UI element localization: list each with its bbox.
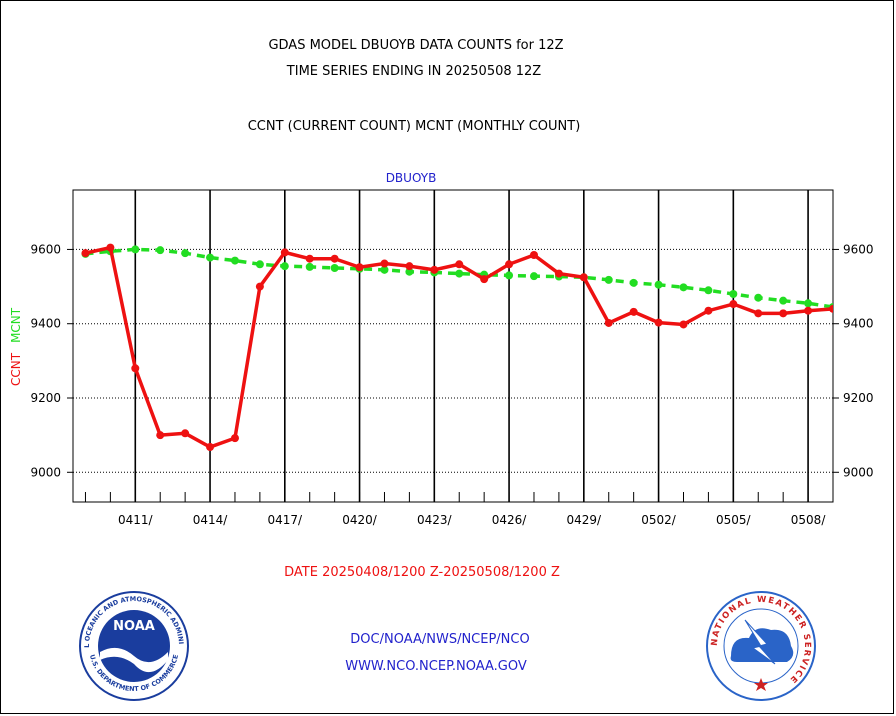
mcnt-series-point <box>405 267 414 276</box>
ccnt-series-point <box>355 263 364 272</box>
y-axis-label: CCNT MCNT <box>9 307 23 386</box>
ccnt-series-point <box>579 273 588 282</box>
y-tick-label-left: 9600 <box>30 242 61 256</box>
x-tick-label: 0420/ <box>342 513 378 527</box>
ccnt-series-point <box>131 364 140 373</box>
ccnt-series-point <box>380 259 389 268</box>
noaa-logo: NATIONAL OCEANIC AND ATMOSPHERIC ADMINIS… <box>78 590 189 701</box>
ccnt-series-point <box>181 429 190 438</box>
chart-title-line1: GDAS MODEL DBUOYB DATA COUNTS for 12Z <box>268 38 564 53</box>
mcnt-series-point <box>679 283 688 292</box>
mcnt-series-point <box>779 296 788 305</box>
ccnt-series-point <box>529 251 538 259</box>
plot-area <box>72 189 834 503</box>
ccnt-series-point <box>554 269 563 278</box>
chart-subtitle: CCNT (CURRENT COUNT) MCNT (MONTHLY COUNT… <box>247 119 581 134</box>
ccnt-series-point <box>604 318 613 327</box>
ccnt-series-point <box>106 243 115 252</box>
x-tick-label: 0429/ <box>567 513 603 527</box>
mcnt-series-point <box>156 246 165 255</box>
ccnt-series-point <box>679 320 688 329</box>
website-link[interactable]: WWW.NCO.NCEP.NOAA.GOV <box>345 659 527 674</box>
x-tick-label: 0505/ <box>716 513 752 527</box>
y-tick-label-left: 9400 <box>30 317 61 331</box>
mcnt-series-point <box>604 275 613 284</box>
ccnt-series-point <box>729 300 738 309</box>
x-tick-label: 0508/ <box>791 513 827 527</box>
nws-logo: NATIONAL WEATHER SERVICE <box>706 591 816 701</box>
ccnt-series-point <box>255 282 264 291</box>
mcnt-series-point <box>704 286 713 295</box>
ccnt-series-point <box>829 304 833 313</box>
date-range-label: DATE 20250408/1200 Z-20250508/1200 Z <box>284 565 560 580</box>
ccnt-series-point <box>206 443 215 452</box>
ccnt-series-point <box>754 309 763 318</box>
y-axis-label-mcnt: MCNT <box>9 307 23 343</box>
y-tick-label-right: 9200 <box>843 391 874 405</box>
plot-title: DBUOYB <box>386 171 437 185</box>
x-tick-label: 0423/ <box>417 513 453 527</box>
mcnt-series-point <box>455 269 464 278</box>
ccnt-series-point <box>505 260 514 269</box>
ccnt-series-point <box>455 260 464 269</box>
ccnt-series-point <box>779 309 788 318</box>
mcnt-series-point <box>181 249 190 258</box>
chart-title-line2: TIME SERIES ENDING IN 20250508 12Z <box>286 64 542 79</box>
x-tick-label: 0411/ <box>118 513 154 527</box>
mcnt-series-point <box>754 293 763 302</box>
mcnt-series-point <box>305 262 314 271</box>
mcnt-series-point <box>330 264 339 272</box>
mcnt-series-point <box>729 290 738 298</box>
mcnt-series-point <box>629 278 638 287</box>
ccnt-series-point <box>629 307 638 316</box>
mcnt-series-point <box>529 272 538 281</box>
ccnt-series-point <box>305 254 314 263</box>
mcnt-series-point <box>505 271 514 280</box>
y-tick-label-right: 9600 <box>843 242 874 256</box>
ccnt-series-point <box>230 434 239 443</box>
mcnt-series-point <box>654 280 663 289</box>
y-tick-label-right: 9000 <box>843 465 874 479</box>
ccnt-series-point <box>704 306 713 315</box>
ccnt-series-point <box>156 431 165 440</box>
x-tick-label: 0426/ <box>492 513 528 527</box>
org-path-label: DOC/NOAA/NWS/NCEP/NCO <box>350 632 530 647</box>
mcnt-series-point <box>255 260 264 269</box>
ccnt-series-point <box>330 254 339 263</box>
noaa-logo-text: NOAA <box>113 619 155 634</box>
mcnt-series-point <box>131 245 140 254</box>
mcnt-series-point <box>380 265 389 274</box>
y-axis-label-ccnt: CCNT <box>9 352 23 386</box>
ccnt-series-point <box>430 265 439 274</box>
mcnt-series-point <box>804 299 813 308</box>
ccnt-series-point <box>280 248 289 257</box>
y-tick-label-left: 9000 <box>30 465 61 479</box>
y-tick-label-left: 9200 <box>30 391 61 405</box>
ccnt-series-point <box>804 306 813 315</box>
ccnt-series-point <box>405 262 414 271</box>
mcnt-series-point <box>230 256 239 265</box>
ccnt-series-point <box>654 318 663 327</box>
mcnt-series-point <box>206 253 215 262</box>
x-tick-label: 0414/ <box>193 513 229 527</box>
mcnt-series-line <box>85 247 833 309</box>
mcnt-series-point <box>280 262 289 271</box>
y-tick-label-right: 9400 <box>843 317 874 331</box>
x-tick-label: 0502/ <box>641 513 677 527</box>
ccnt-series-point <box>81 249 90 258</box>
ccnt-series-point <box>480 275 489 284</box>
x-tick-label: 0417/ <box>268 513 304 527</box>
